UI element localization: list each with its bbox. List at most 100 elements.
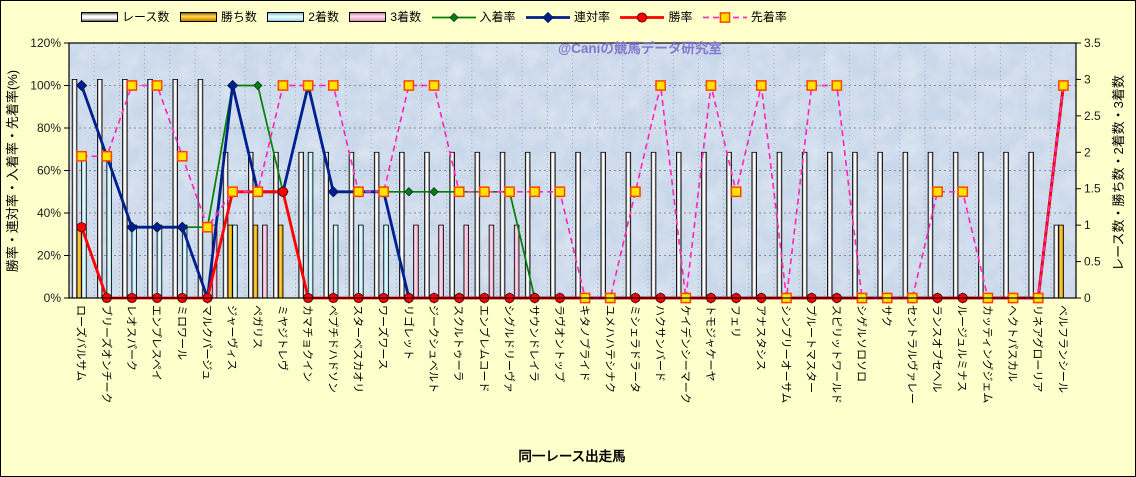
bar xyxy=(827,151,833,299)
legend-label: 入着率 xyxy=(479,10,516,24)
marker-diamond xyxy=(151,221,163,233)
x-category-label: シンプリーオーサム xyxy=(780,305,793,403)
x-category-label: ベルフランシール xyxy=(1056,305,1068,393)
bar xyxy=(550,151,556,299)
legend-swatch-shoritsu-line-icon xyxy=(620,11,665,23)
x-category-label: サク xyxy=(880,305,893,327)
watermark: @Caniの競馬データ研究室 xyxy=(558,40,722,56)
legend-swatch-thirds-bar-icon xyxy=(349,12,387,22)
x-category-labels: ローズバルサム ブリーズオンチーク レオスパーク エンプレスペイ ミロワール マルクパージ… xyxy=(75,305,1069,404)
right-tick-label: 2 xyxy=(1084,145,1091,159)
x-category-label: リゴレット xyxy=(402,305,416,360)
marker-diamond xyxy=(542,11,554,23)
marker-square xyxy=(327,80,339,91)
x-category-label: ルージュルミナス xyxy=(956,305,969,392)
legend-item-races: レース数 xyxy=(81,11,169,23)
marker-diamond xyxy=(327,186,339,198)
marker-diamond xyxy=(176,221,188,233)
x-category-label: ミロワール xyxy=(175,305,187,360)
marker-diamond xyxy=(429,187,439,197)
marker-square xyxy=(428,80,440,91)
x-category-label: ブリーズオンチーク xyxy=(100,305,114,403)
legend-item-wins: 勝ち数 xyxy=(179,10,257,24)
left-axis-title: 勝率・連対率・入着率・先着率(%) xyxy=(5,70,20,272)
legend-swatch-rentai-line-icon xyxy=(526,11,570,23)
bar xyxy=(147,79,153,299)
x-category-label: ユメハハテシナク xyxy=(603,305,616,393)
marker-square xyxy=(719,11,731,23)
bar xyxy=(701,151,707,299)
marker-square xyxy=(932,186,943,198)
marker-square xyxy=(957,186,969,198)
marker-square xyxy=(227,186,238,198)
marker-square xyxy=(831,80,843,91)
bar xyxy=(600,151,607,299)
legend-label: 勝ち数 xyxy=(220,10,257,24)
legend-swatch-nyuchaku-line-icon xyxy=(431,12,476,22)
legend-label: 先着率 xyxy=(750,10,787,24)
bar xyxy=(277,224,284,299)
legend-swatch-senchaku-line-icon xyxy=(702,11,747,23)
legend-item-nyuchaku: 入着率 xyxy=(431,10,516,24)
marker-diamond xyxy=(448,12,459,22)
left-tick-label: 40% xyxy=(37,206,61,220)
bar xyxy=(383,224,389,299)
bar xyxy=(1003,151,1009,299)
left-tick-label: 100% xyxy=(30,79,61,93)
bar xyxy=(76,224,83,299)
x-category-label: ペガリス xyxy=(251,305,264,349)
x-category-label: サウンドレイラ xyxy=(528,305,541,382)
x-category-label: シグルドリーヴァ xyxy=(503,305,517,393)
marker-square xyxy=(176,150,188,162)
marker-square xyxy=(202,221,213,233)
marker-square xyxy=(353,186,364,198)
axis-labels: 0% 20% 40% 60% 80% 100% 120% 0 0.5 1 1.5 2 2.5 3 3.5 xyxy=(30,36,1101,305)
x-category-label: スターベスカオリ xyxy=(352,305,365,393)
bar xyxy=(106,151,112,299)
legend-swatch-wins-bar-icon xyxy=(179,12,217,22)
marker-square xyxy=(479,186,490,198)
bar xyxy=(156,224,163,299)
left-tick-label: 60% xyxy=(37,164,61,178)
bar xyxy=(273,151,279,299)
bar-series xyxy=(71,79,1064,299)
x-category-label: ヘクトパスカル xyxy=(1006,305,1019,382)
x-category-label: ジークシュベルト xyxy=(427,305,440,393)
legend: レース数 勝ち数 2着数 3着数 入着率 連対率 勝率 先着率 xyxy=(81,6,787,28)
marker-square xyxy=(755,80,767,91)
x-category-label: シゲルソロソロ xyxy=(855,305,868,382)
marker-diamond xyxy=(404,187,414,197)
marker-square xyxy=(554,186,566,198)
bar xyxy=(424,151,430,299)
bar xyxy=(332,224,339,299)
bar xyxy=(952,151,959,299)
bar xyxy=(1058,224,1064,299)
x-axis-title: 同一レース出走馬 xyxy=(518,448,625,464)
x-category-label: ジャーヴィス xyxy=(226,305,240,370)
marker-square xyxy=(126,80,138,91)
marker-circle xyxy=(637,11,648,23)
bar xyxy=(97,79,103,299)
bar xyxy=(488,224,495,299)
bar xyxy=(513,224,520,299)
marker-diamond xyxy=(75,79,88,92)
bar xyxy=(227,224,233,299)
right-tick-label: 1 xyxy=(1084,218,1091,232)
bar xyxy=(676,151,682,299)
x-category-label: ミヤジトレヴ xyxy=(276,305,290,371)
legend-label: 勝率 xyxy=(668,10,693,24)
bar xyxy=(307,151,314,299)
x-category-label: マルクパージュ xyxy=(201,305,214,380)
left-tick-label: 120% xyxy=(30,36,61,50)
bar xyxy=(801,151,808,299)
marker-square xyxy=(378,186,390,198)
legend-label: レース数 xyxy=(122,10,170,24)
marker-square xyxy=(705,80,717,91)
x-category-label: ペプチドハドソン xyxy=(326,305,339,393)
marker-square xyxy=(403,80,415,91)
marker-diamond xyxy=(227,79,239,92)
x-category-label: セントラルヴァレー xyxy=(905,305,919,404)
x-category-label: ケイデンシーマーク xyxy=(679,305,693,404)
bar xyxy=(262,224,268,299)
